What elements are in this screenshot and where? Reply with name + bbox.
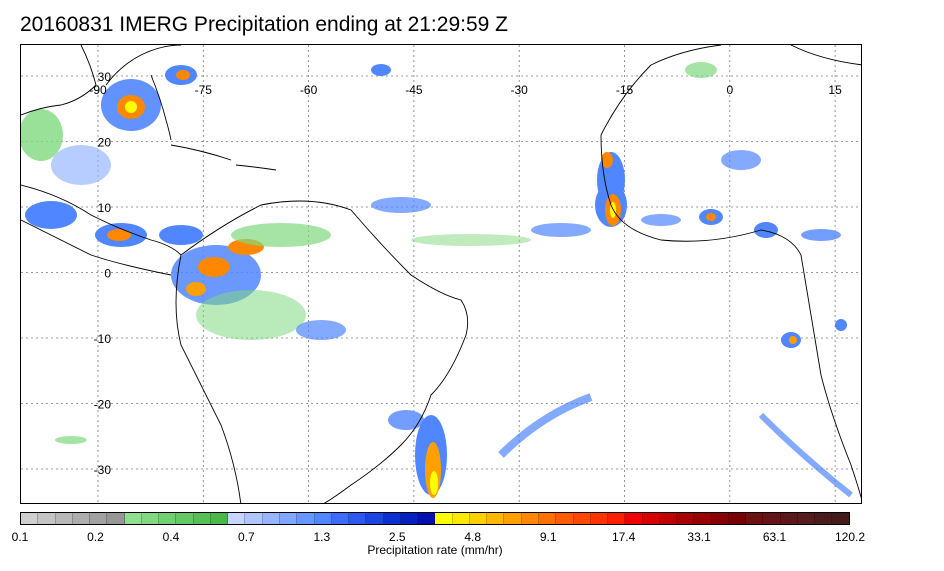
colorbar-segment [590,513,609,524]
colorbar-tick-label: 63.1 [762,530,787,544]
axis-tick-labels: -90 -75 -60 -45 -30 -15 0 15 30 20 10 0 -10 -20 -30 [89,70,842,477]
lon-tick-label: -75 [195,83,213,97]
colorbar-segment [763,513,781,524]
lon-tick-label: -90 [89,83,107,97]
colorbar-segment [746,513,764,524]
colorbar-segment [383,513,401,524]
precipitation-map: -90 -75 -60 -45 -30 -15 0 15 30 20 10 0 -10 -20 -30 [20,44,862,504]
colorbar-tick-label: 4.8 [464,530,482,544]
colorbar-segment [694,513,712,524]
colorbar-segment [245,513,263,524]
colorbar-tick-label: 120.2 [834,530,866,544]
colorbar-tick-label: 1.3 [313,530,331,544]
colorbar-segment [21,513,39,524]
colorbar-segment [452,513,470,524]
colorbar-segment [625,513,643,524]
lat-tick-label: 30 [98,70,112,84]
colorbar-segment [55,513,73,524]
map-canvas: -90 -75 -60 -45 -30 -15 0 15 30 20 10 0 -10 -20 -30 [21,45,861,503]
colorbar-segment [608,513,626,524]
lon-tick-label: -60 [300,83,318,97]
colorbar-segment [504,513,522,524]
colorbar-segment [297,513,315,524]
colorbar-segment [107,513,125,524]
lon-tick-label: 0 [726,83,733,97]
precipitation-colorbar [20,512,850,525]
colorbar-segment [176,513,194,524]
lat-tick-label: 0 [104,267,111,281]
map-title: 20160831 IMERG Precipitation ending at 2… [20,13,508,36]
colorbar-segment [72,513,91,524]
lat-tick-label: -10 [94,332,112,346]
colorbar-tick-label: 2.5 [388,530,406,544]
colorbar-segment [556,513,574,524]
colorbar-segment [366,513,384,524]
lat-tick-label: -20 [94,398,112,412]
colorbar-segment [349,513,367,524]
colorbar-tick-label: 33.1 [687,530,711,544]
colorbar-segment [677,513,695,524]
colorbar-segment [279,513,298,524]
lon-tick-label: -15 [616,83,634,97]
colorbar-segment [159,513,177,524]
graticule [21,45,861,503]
colorbar-tick-label: 0.4 [162,530,180,544]
colorbar-segment [780,513,798,524]
colorbar-segment [487,513,505,524]
colorbar-segment [262,513,280,524]
lat-tick-label: 10 [98,201,112,215]
lon-tick-label: -45 [405,83,423,97]
colorbar-segment [728,513,747,524]
colorbar-title: Precipitation rate (mm/hr) [367,543,503,557]
colorbar-tick-label: 0.2 [87,530,104,544]
coastlines [21,45,861,503]
colorbar-tick-labels: 0.1 0.2 0.4 0.7 1.3 2.5 4.8 9.1 17.4 33.1 63.1 120.… [0,530,944,546]
colorbar-segment [90,513,108,524]
colorbar-segment [642,513,660,524]
lon-tick-label: -30 [511,83,529,97]
colorbar-segment [193,513,211,524]
lat-tick-label: 20 [98,136,112,150]
colorbar-segment [331,513,350,524]
colorbar-segment [815,513,833,524]
lon-tick-label: 15 [828,83,842,97]
colorbar-segment [38,513,56,524]
colorbar-tick-label: 17.4 [611,530,636,544]
colorbar-segment [538,513,557,524]
colorbar-segment [314,513,332,524]
colorbar-segment [711,513,729,524]
colorbar-tick-label: 0.7 [238,530,255,544]
colorbar-segment [659,513,678,524]
colorbar-segment [141,513,160,524]
colorbar-tick-label: 0.1 [11,530,29,544]
lat-tick-label: -30 [94,463,112,477]
colorbar-segment [521,513,539,524]
colorbar-segment [573,513,591,524]
colorbar-segment [210,513,229,524]
colorbar-segment [418,513,436,524]
colorbar-segment [469,513,488,524]
colorbar-segment [832,513,849,524]
colorbar-segment [400,513,419,524]
colorbar-segment [435,513,453,524]
colorbar-segment [124,513,142,524]
colorbar-segment [797,513,816,524]
colorbar-segment [228,513,246,524]
precipitation-field [21,62,853,498]
colorbar-tick-label: 9.1 [539,530,557,544]
